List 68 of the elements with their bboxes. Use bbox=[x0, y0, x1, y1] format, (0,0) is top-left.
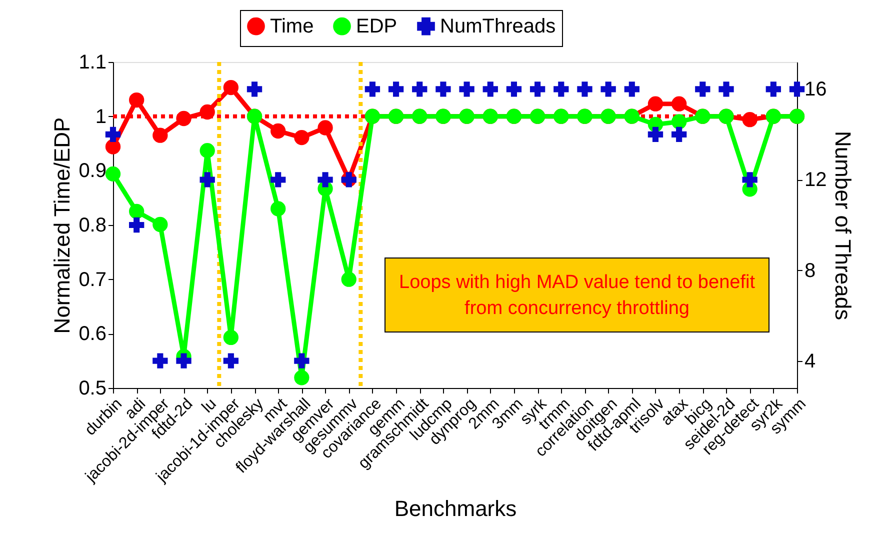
legend-label: Time bbox=[270, 15, 314, 38]
x-axis-title: Benchmarks bbox=[394, 496, 517, 521]
point bbox=[152, 353, 168, 368]
point bbox=[105, 139, 121, 154]
y2-tick-label: 12 bbox=[804, 169, 827, 192]
y2-axis-title: Number of Threads bbox=[830, 130, 856, 320]
point bbox=[270, 172, 286, 188]
point bbox=[742, 112, 758, 128]
point bbox=[742, 172, 758, 188]
point bbox=[200, 172, 215, 188]
point bbox=[648, 96, 664, 112]
y2-tick-label: 16 bbox=[804, 78, 827, 101]
point bbox=[246, 82, 262, 97]
point bbox=[223, 353, 239, 368]
point bbox=[270, 201, 286, 216]
point bbox=[176, 353, 192, 368]
point bbox=[412, 82, 428, 97]
point bbox=[200, 104, 215, 120]
point bbox=[766, 82, 781, 97]
point bbox=[789, 82, 805, 97]
point bbox=[152, 216, 168, 232]
y2-tick-label: 8 bbox=[804, 260, 816, 282]
point bbox=[341, 272, 356, 287]
y-tick-label: 0.8 bbox=[78, 214, 106, 236]
point bbox=[695, 82, 710, 97]
point bbox=[506, 82, 522, 97]
point bbox=[318, 120, 333, 136]
point bbox=[648, 126, 664, 142]
point bbox=[482, 82, 498, 97]
point bbox=[129, 217, 144, 233]
y-tick-label: 1.1 bbox=[78, 52, 106, 74]
point bbox=[294, 130, 310, 146]
point bbox=[129, 92, 144, 108]
point bbox=[671, 114, 687, 130]
point bbox=[105, 166, 121, 182]
legend-label: EDP bbox=[356, 15, 398, 38]
y-tick-label: 0.6 bbox=[78, 323, 106, 346]
y-tick-label: 0.7 bbox=[78, 268, 106, 291]
point bbox=[294, 370, 310, 386]
point bbox=[554, 82, 569, 97]
y-tick-label: 1 bbox=[95, 106, 106, 128]
annotation: Loops with high MAD value tend to benefit from concurrency throttling bbox=[399, 272, 756, 319]
point bbox=[176, 110, 192, 126]
point bbox=[129, 204, 144, 219]
point bbox=[624, 82, 640, 97]
point bbox=[600, 82, 616, 97]
point bbox=[671, 96, 687, 112]
point bbox=[388, 82, 404, 97]
point bbox=[436, 82, 451, 97]
point bbox=[200, 142, 215, 158]
point bbox=[718, 82, 734, 97]
y-tick-label: 0.9 bbox=[78, 160, 106, 182]
y-tick-label: 0.5 bbox=[78, 378, 106, 400]
point bbox=[364, 82, 380, 97]
point bbox=[294, 353, 310, 368]
point bbox=[577, 82, 592, 97]
point bbox=[223, 80, 239, 96]
point bbox=[105, 126, 121, 142]
point bbox=[318, 172, 333, 188]
point bbox=[270, 123, 286, 139]
point bbox=[530, 82, 546, 97]
y-axis-title: Normalized Time/EDP bbox=[50, 117, 75, 334]
point bbox=[223, 330, 239, 346]
point bbox=[671, 126, 687, 142]
point bbox=[152, 128, 168, 143]
point bbox=[459, 82, 474, 97]
y2-tick-label: 4 bbox=[804, 350, 816, 372]
legend-label: NumThreads bbox=[440, 15, 556, 38]
